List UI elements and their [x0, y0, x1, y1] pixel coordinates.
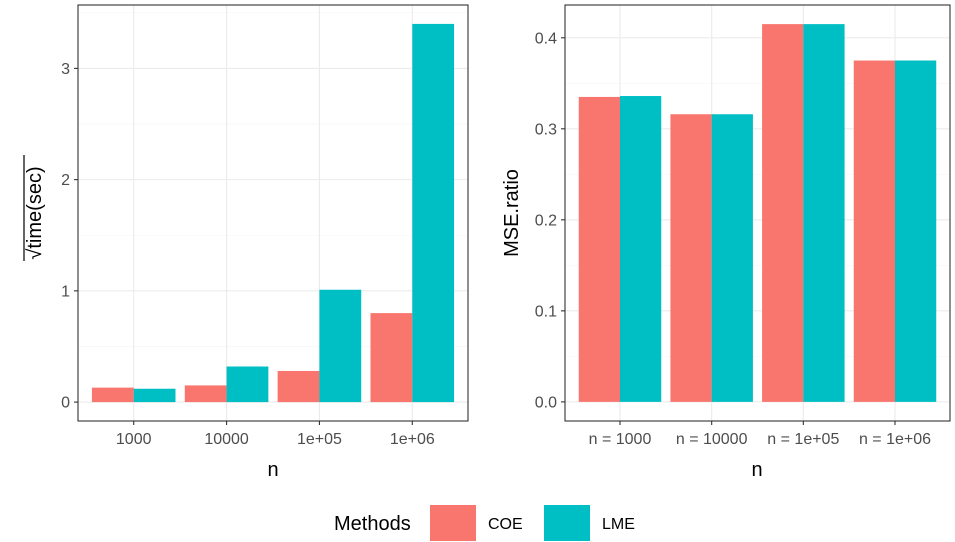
x-tick-label: 1000	[116, 431, 152, 448]
bar-coe-3	[853, 60, 895, 402]
y-tick-label: 1	[61, 283, 70, 300]
bar-coe-2	[277, 370, 320, 403]
svg-text:√time(sec): √time(sec)	[24, 166, 46, 259]
bar-lme-1	[226, 366, 269, 403]
bar-lme-0	[620, 96, 662, 402]
bar-lme-2	[803, 24, 845, 402]
bar-coe-3	[370, 313, 413, 403]
bar-lme-0	[133, 388, 176, 403]
bar-lme-3	[412, 23, 455, 403]
legend-label-lme: LME	[602, 516, 635, 533]
x-tick-label: n = 10000	[676, 431, 748, 448]
x-tick-label: n = 1e+06	[859, 431, 931, 448]
x-tick-label: 10000	[204, 431, 249, 448]
bar-coe-0	[578, 96, 620, 402]
time-chart: 0 1 2 3 1000 10000 1e+05 1e+06 n √time(sec)	[23, 4, 469, 481]
x-tick-label: 1e+05	[297, 431, 342, 448]
panel-border	[564, 4, 951, 422]
legend: Methods COE LME	[334, 505, 635, 541]
bar-lme-2	[319, 289, 362, 403]
y-tick-label: 0.2	[535, 212, 557, 229]
bar-coe-2	[762, 24, 804, 402]
bar-lme-3	[895, 60, 937, 402]
bar-coe-0	[91, 387, 134, 403]
legend-swatch-coe	[430, 505, 476, 541]
y-tick-label: 2	[61, 172, 70, 189]
y-axis-title: MSE.ratio	[501, 169, 523, 257]
mse-ratio-chart: 0.0 0.1 0.2 0.3 0.4 n = 1000 n = 10000 n = 1e+0…	[501, 4, 951, 481]
y-tick-label: 0.3	[535, 121, 557, 138]
panel-border	[77, 4, 469, 422]
x-tick-label: 1e+06	[390, 431, 435, 448]
bar-lme-1	[711, 114, 753, 402]
x-tick-label: n = 1000	[589, 431, 652, 448]
legend-label-coe: COE	[488, 516, 523, 533]
x-tick-label: n = 1e+05	[767, 431, 839, 448]
legend-swatch-lme	[544, 505, 590, 541]
legend-title: Methods	[334, 513, 411, 535]
y-tick-label: 0.1	[535, 303, 557, 320]
y-tick-label: 3	[61, 61, 70, 78]
bar-coe-1	[184, 385, 227, 403]
radical-sign: √	[24, 249, 46, 260]
y-tick-label: 0.4	[535, 30, 557, 47]
y-axis-title-text: time(sec)	[24, 166, 46, 248]
bar-coe-1	[670, 114, 712, 402]
x-axis-title: n	[751, 459, 762, 481]
y-tick-label: 0	[61, 395, 70, 412]
y-tick-label: 0.0	[535, 394, 557, 411]
y-axis-title: √time(sec)	[23, 155, 46, 261]
x-axis-title: n	[267, 459, 278, 481]
